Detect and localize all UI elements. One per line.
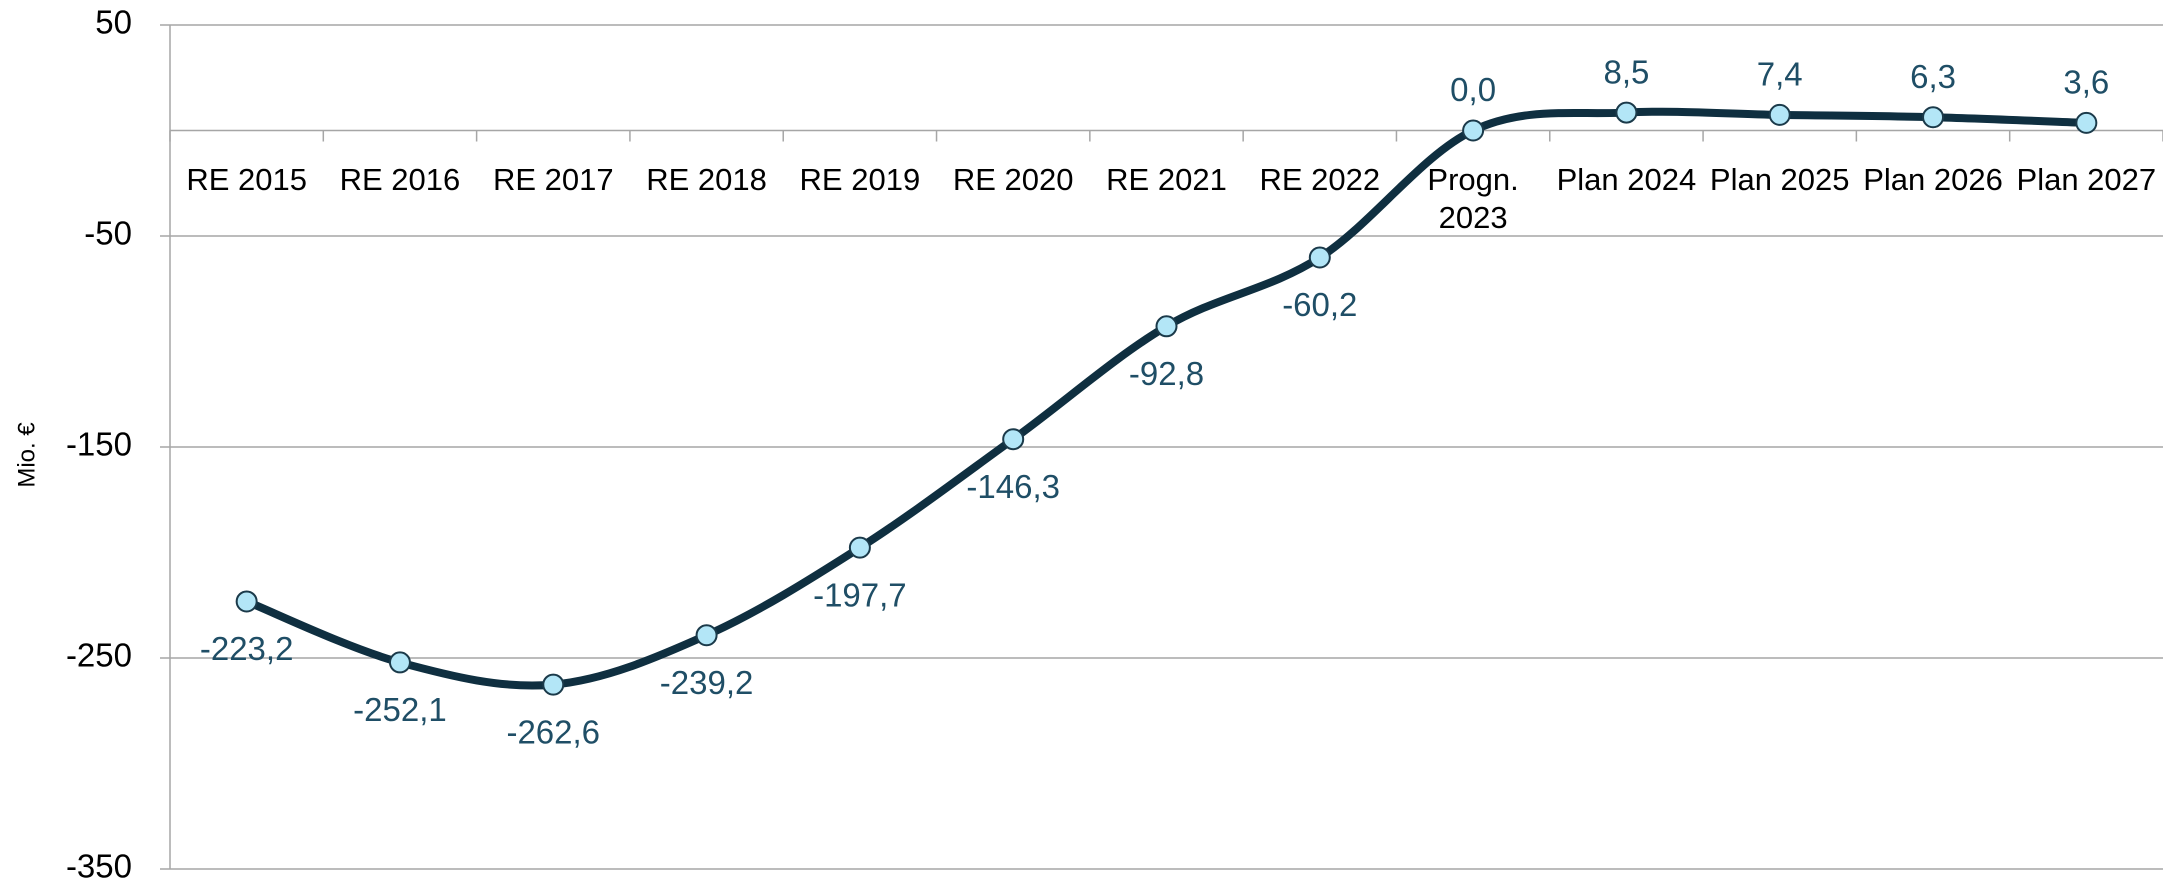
- data-label: 0,0: [1450, 71, 1496, 108]
- marker: [388, 651, 411, 674]
- marker: [1002, 428, 1025, 451]
- data-label: -252,1: [353, 691, 447, 728]
- x-tick-label: RE 2015: [186, 161, 307, 197]
- marker: [1615, 101, 1638, 124]
- data-label: 6,3: [1910, 58, 1956, 95]
- data-label: -239,2: [660, 664, 754, 701]
- data-label: 7,4: [1757, 56, 1803, 93]
- x-tick-label: Plan 2027: [2016, 161, 2157, 197]
- data-label: -146,3: [966, 468, 1060, 505]
- x-tick-label: Progn. 2023: [1427, 161, 1519, 235]
- data-label: -92,8: [1129, 355, 1204, 392]
- data-label: 3,6: [2063, 64, 2109, 101]
- marker: [1155, 315, 1178, 338]
- marker: [1768, 103, 1791, 126]
- marker: [1462, 119, 1485, 142]
- marker: [1308, 246, 1331, 269]
- data-label: -197,7: [813, 576, 907, 613]
- data-label: 8,5: [1603, 53, 1649, 90]
- x-tick-label: Plan 2026: [1863, 161, 2003, 197]
- x-tick-label: RE 2017: [492, 161, 614, 197]
- marker: [542, 673, 565, 696]
- marker: [695, 624, 718, 647]
- x-tick-label: RE 2018: [646, 161, 767, 197]
- x-tick-label: RE 2021: [1106, 161, 1227, 197]
- x-tick-label: Plan 2024: [1556, 161, 1697, 197]
- x-tick-label: Plan 2025: [1709, 161, 1850, 197]
- x-tick-label: RE 2016: [339, 161, 461, 197]
- marker: [848, 536, 871, 559]
- x-tick-label: RE 2019: [799, 161, 921, 197]
- marker: [1922, 106, 1945, 129]
- data-label: -262,6: [506, 713, 600, 750]
- x-tick-label: RE 2020: [952, 161, 1074, 197]
- y-tick-label: -350: [66, 848, 132, 885]
- marker: [2075, 111, 2098, 134]
- y-tick-label: -50: [84, 215, 132, 252]
- y-tick-label: 50: [95, 4, 132, 41]
- marker: [235, 590, 258, 613]
- y-tick-label: -250: [66, 637, 132, 674]
- data-label: -223,2: [200, 630, 294, 667]
- y-axis-label: Mio. €: [13, 422, 40, 488]
- y-tick-label: -150: [66, 426, 132, 463]
- x-tick-label: RE 2022: [1259, 161, 1381, 197]
- data-label: -60,2: [1282, 286, 1357, 323]
